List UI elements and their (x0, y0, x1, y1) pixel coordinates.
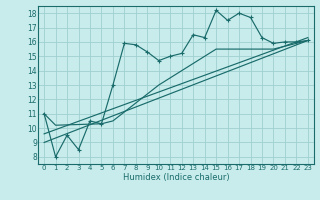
X-axis label: Humidex (Indice chaleur): Humidex (Indice chaleur) (123, 173, 229, 182)
